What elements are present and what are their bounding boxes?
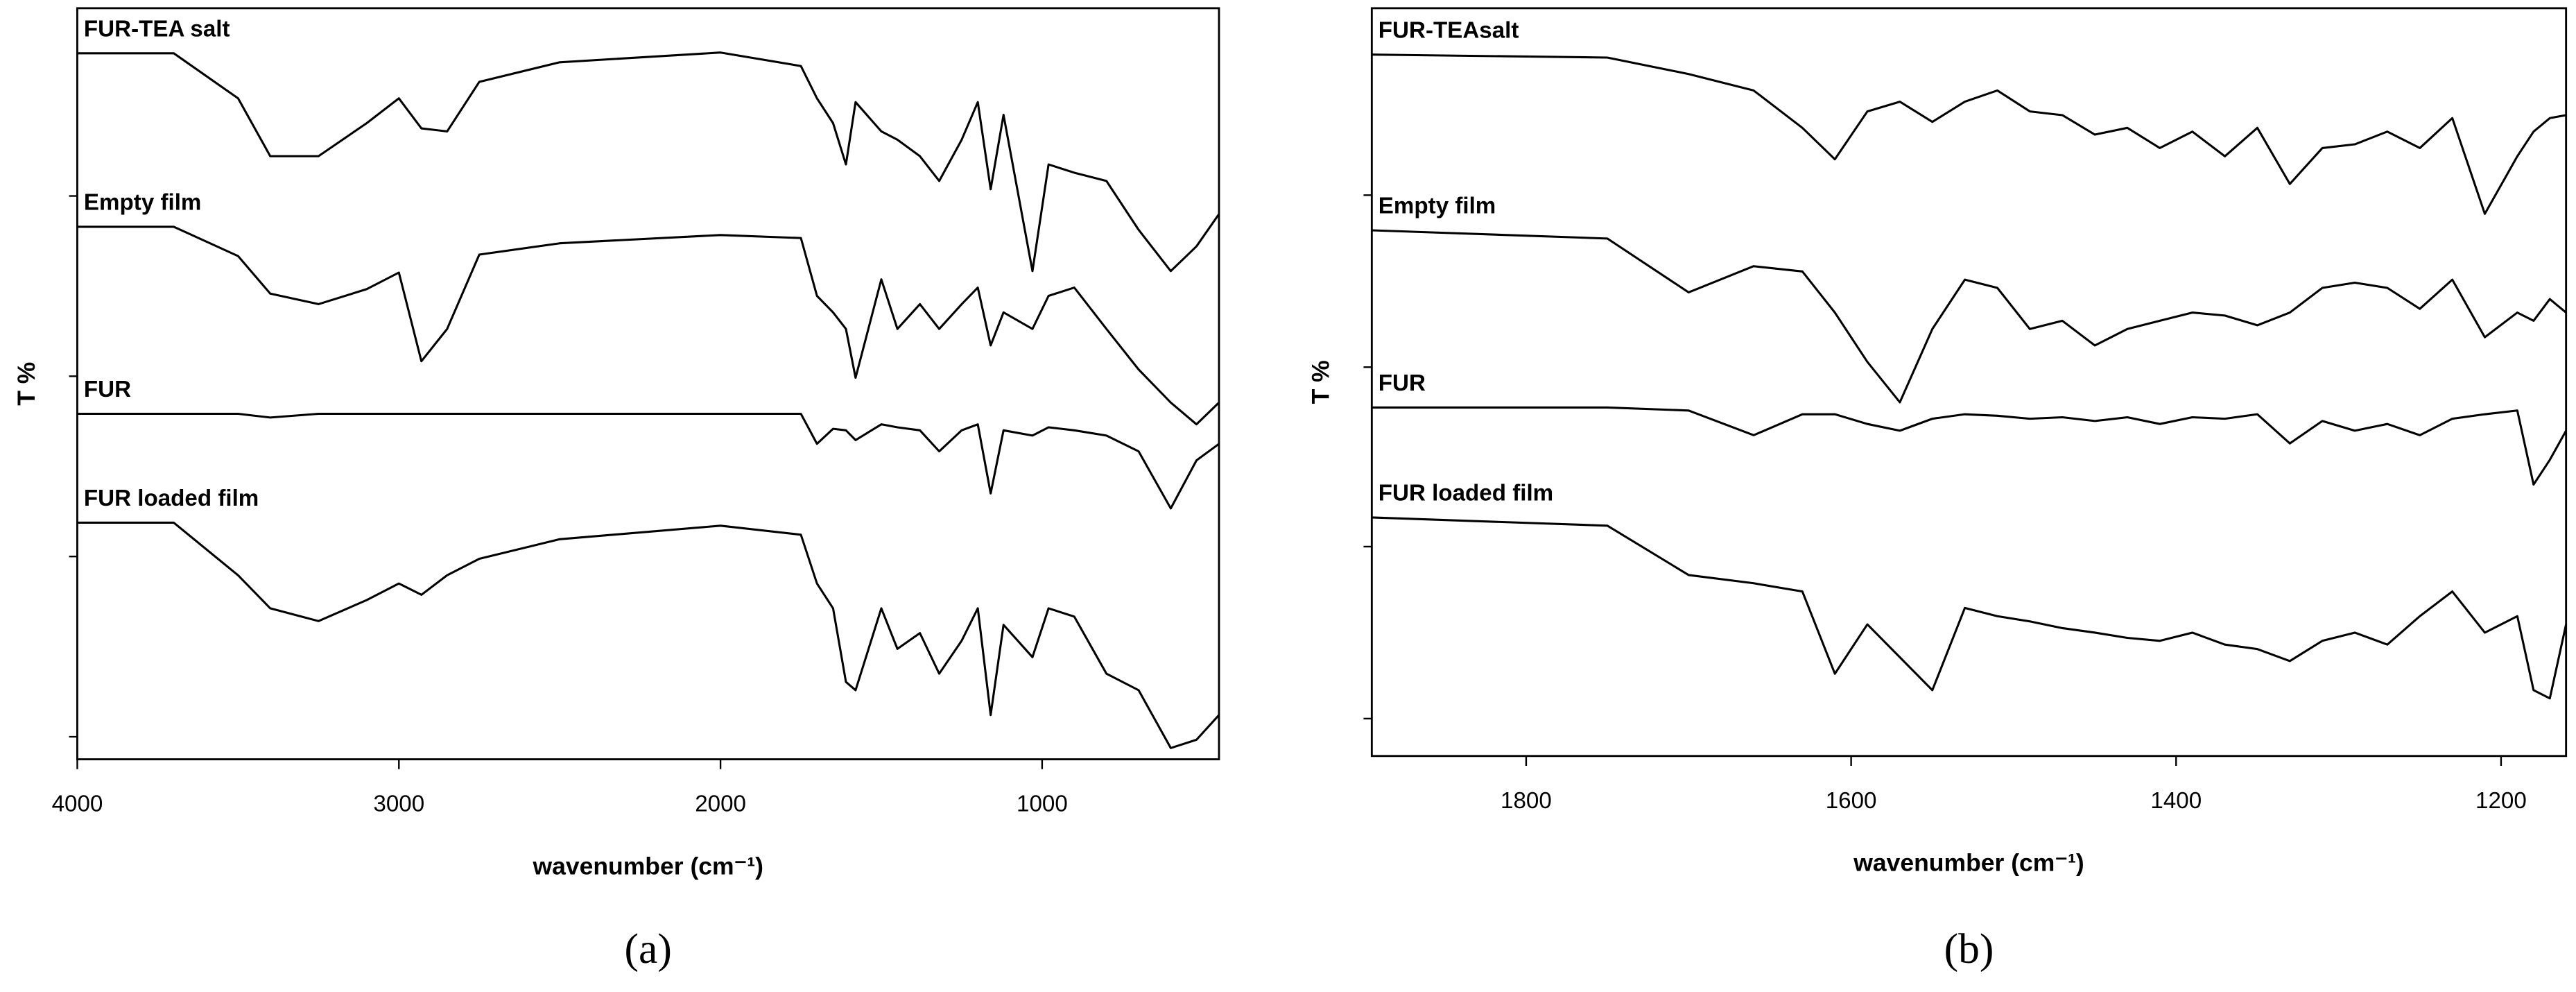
plot-frame <box>76 7 1220 760</box>
series-label: FUR-TEA salt <box>84 16 230 42</box>
x-tick-label: 1400 <box>2150 788 2202 814</box>
panel-label: (a) <box>625 925 672 973</box>
series-label: FUR-TEAsalt <box>1378 17 1519 43</box>
spectrum-line <box>77 225 1220 426</box>
spectrum-line <box>1372 406 2568 486</box>
x-axis-title: wavenumber (cm⁻¹) <box>532 852 763 880</box>
x-tick-label: 1600 <box>1826 788 1877 814</box>
series-label: FUR <box>1378 370 1426 396</box>
spectrum-line <box>77 521 1220 749</box>
y-axis-title: T % <box>1307 360 1335 404</box>
x-tick-label: 1200 <box>2475 788 2527 814</box>
x-tick-label: 4000 <box>52 792 103 817</box>
series-label: Empty film <box>1378 194 1496 219</box>
spectrum-line <box>77 51 1220 273</box>
x-axis-title: wavenumber (cm⁻¹) <box>1853 849 2084 877</box>
series-label: FUR <box>84 377 131 402</box>
panel-label: (b) <box>1944 925 1994 973</box>
y-axis-title: T % <box>12 362 40 406</box>
spectrum-line <box>1372 229 2567 404</box>
x-tick-label: 2000 <box>695 792 746 817</box>
x-tick-label: 1800 <box>1501 788 1552 814</box>
spectrum-line <box>77 412 1220 510</box>
series-label: Empty film <box>84 190 202 216</box>
spectrum-line <box>1372 53 2566 215</box>
x-tick-label: 3000 <box>373 792 424 817</box>
plot-frame <box>1370 7 2568 758</box>
spectrum-line <box>1372 516 2568 700</box>
x-tick-label: 1000 <box>1017 792 1068 817</box>
series-label: FUR loaded film <box>1378 481 1553 506</box>
series-label: FUR loaded film <box>84 486 259 511</box>
